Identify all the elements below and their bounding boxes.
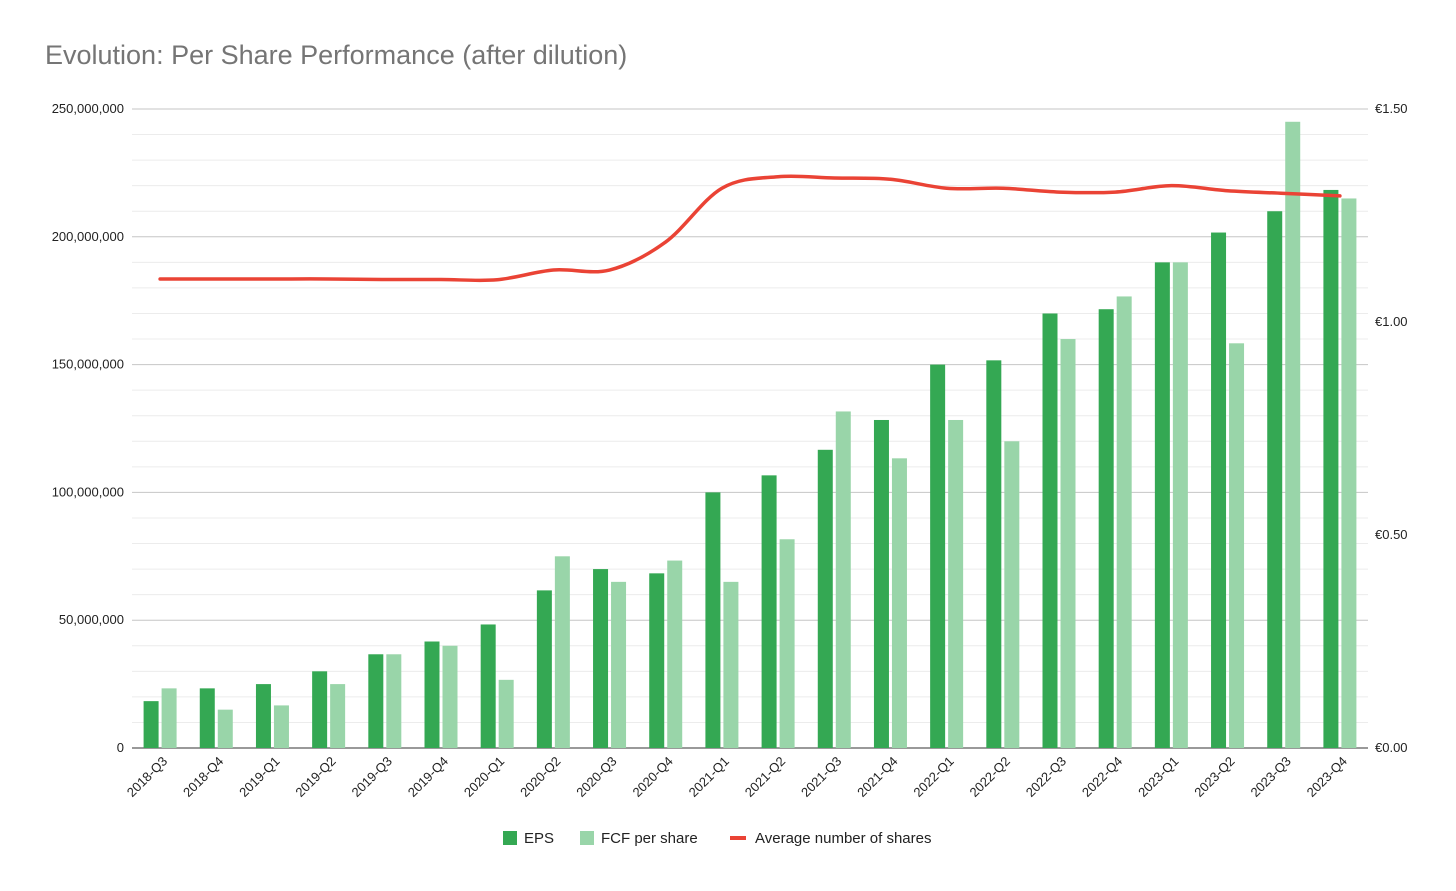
y-left-tick-label: 100,000,000: [52, 484, 124, 499]
fcf-per-share-bar: [498, 679, 514, 748]
fcf-per-share-bar: [835, 411, 851, 748]
eps-bar: [368, 654, 384, 748]
fcf-per-share-bar: [386, 654, 402, 748]
x-tick-label: 2022-Q3: [1023, 754, 1069, 800]
eps-bar: [1211, 232, 1227, 749]
y-left-tick-label: 200,000,000: [52, 229, 124, 244]
fcf-per-share-bar: [1229, 343, 1245, 748]
x-tick-label: 2019-Q2: [292, 754, 338, 800]
chart-title: Evolution: Per Share Performance (after …: [45, 40, 628, 70]
x-tick-label: 2019-Q1: [236, 754, 282, 800]
eps-bar: [1098, 309, 1114, 748]
x-tick-label: 2019-Q3: [349, 754, 395, 800]
legend-eps-label: EPS: [524, 830, 554, 847]
eps-bar: [1154, 262, 1170, 748]
eps-bar: [705, 492, 721, 748]
eps-bar: [593, 569, 609, 748]
eps-bar: [536, 590, 552, 748]
fcf-per-share-bar: [1116, 296, 1132, 748]
eps-bar: [761, 475, 777, 748]
fcf-per-share-bar: [667, 560, 683, 748]
eps-bar: [143, 701, 159, 748]
x-tick-label: 2023-Q3: [1247, 754, 1293, 800]
x-tick-label: 2023-Q1: [1135, 754, 1181, 800]
y-right-tick-label: €1.00: [1375, 314, 1408, 329]
fcf-per-share-bar: [1060, 339, 1076, 748]
fcf-per-share-bar: [1004, 441, 1020, 748]
eps-bar: [1323, 189, 1339, 748]
legend-average-shares-label: Average number of shares: [755, 830, 932, 847]
x-tick-label: 2023-Q4: [1304, 754, 1350, 800]
y-left-tick-label: 0: [117, 740, 124, 755]
x-tick-label: 2022-Q1: [910, 754, 956, 800]
fcf-per-share-bar: [891, 458, 907, 748]
fcf-per-share-bar: [723, 581, 739, 748]
fcf-per-share-bar: [554, 556, 570, 748]
eps-bar: [199, 688, 215, 748]
x-tick-label: 2022-Q4: [1079, 754, 1125, 800]
fcf-per-share-bar: [948, 419, 964, 748]
eps-bar: [312, 671, 328, 748]
eps-bar: [1267, 211, 1283, 749]
x-tick-label: 2020-Q1: [461, 754, 507, 800]
eps-bar: [255, 684, 271, 748]
x-tick-label: 2021-Q1: [686, 754, 732, 800]
y-left-tick-label: 250,000,000: [52, 101, 124, 116]
fcf-per-share-bar: [1172, 262, 1188, 748]
x-tick-label: 2020-Q4: [629, 754, 675, 800]
eps-bar: [817, 449, 833, 748]
fcf-per-share-bar: [161, 688, 177, 748]
fcf-per-share-bar: [442, 645, 458, 748]
x-tick-label: 2019-Q4: [405, 754, 451, 800]
fcf-per-share-bar: [779, 539, 795, 748]
x-tick-label: 2018-Q4: [180, 754, 226, 800]
y-left-tick-label: 50,000,000: [59, 612, 124, 627]
x-tick-label: 2018-Q3: [124, 754, 170, 800]
legend-eps-swatch: [503, 831, 517, 845]
x-tick-label: 2020-Q3: [573, 754, 619, 800]
x-tick-label: 2021-Q4: [854, 754, 900, 800]
x-tick-label: 2021-Q3: [798, 754, 844, 800]
eps-bar: [986, 360, 1002, 748]
eps-bar: [480, 624, 496, 748]
legend-fcf-per-share-label: FCF per share: [601, 830, 698, 847]
y-right-tick-label: €1.50: [1375, 101, 1408, 116]
x-tick-label: 2021-Q2: [742, 754, 788, 800]
legend-fcf-per-share-swatch: [580, 831, 594, 845]
fcf-per-share-bar: [1341, 198, 1357, 748]
fcf-per-share-bar: [217, 709, 233, 748]
line-series: [158, 174, 1342, 283]
fcf-per-share-bar: [330, 684, 346, 748]
eps-bar: [1042, 313, 1058, 748]
eps-bar: [649, 573, 665, 748]
x-tick-label: 2023-Q2: [1191, 754, 1237, 800]
legend: EPS FCF per share Average number of shares: [503, 830, 932, 847]
eps-bar: [873, 419, 889, 748]
bars: [143, 121, 1357, 749]
fcf-per-share-bar: [273, 705, 289, 748]
fcf-per-share-bar: [611, 581, 627, 748]
eps-bar: [930, 364, 946, 748]
x-tick-label: 2020-Q2: [517, 754, 563, 800]
fcf-per-share-bar: [1285, 121, 1301, 748]
y-right-tick-label: €0.50: [1375, 527, 1408, 542]
x-tick-label: 2022-Q2: [967, 754, 1013, 800]
eps-bar: [424, 641, 440, 748]
y-left-tick-label: 150,000,000: [52, 357, 124, 372]
average-shares-line: [158, 174, 1342, 283]
y-right-tick-label: €0.00: [1375, 740, 1408, 755]
